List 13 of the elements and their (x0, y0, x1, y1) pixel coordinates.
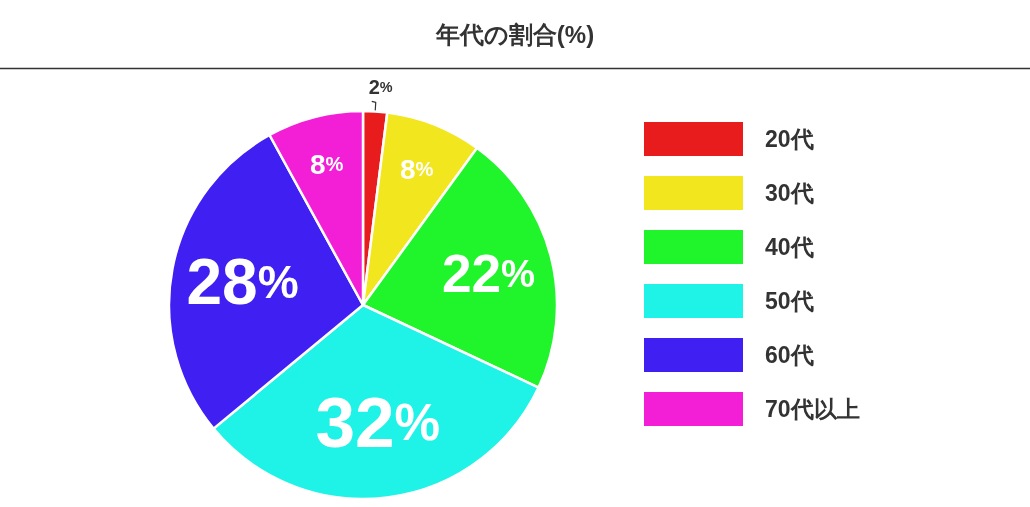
legend-label: 70代以上 (765, 396, 860, 422)
data-label: 22% (441, 243, 536, 303)
data-label: 28% (186, 246, 299, 319)
legend-label: 30代 (765, 180, 814, 206)
data-label: 32% (315, 382, 441, 462)
legend-label: 20代 (765, 126, 814, 152)
legend-label: 50代 (765, 288, 814, 314)
title: 年代の割合(%) (435, 21, 595, 48)
data-label: 8% (399, 153, 434, 185)
legend-label: 60代 (765, 342, 814, 368)
data-label: 8% (309, 148, 344, 180)
data-label: 2% (368, 76, 393, 99)
legend-label: 40代 (765, 234, 814, 260)
